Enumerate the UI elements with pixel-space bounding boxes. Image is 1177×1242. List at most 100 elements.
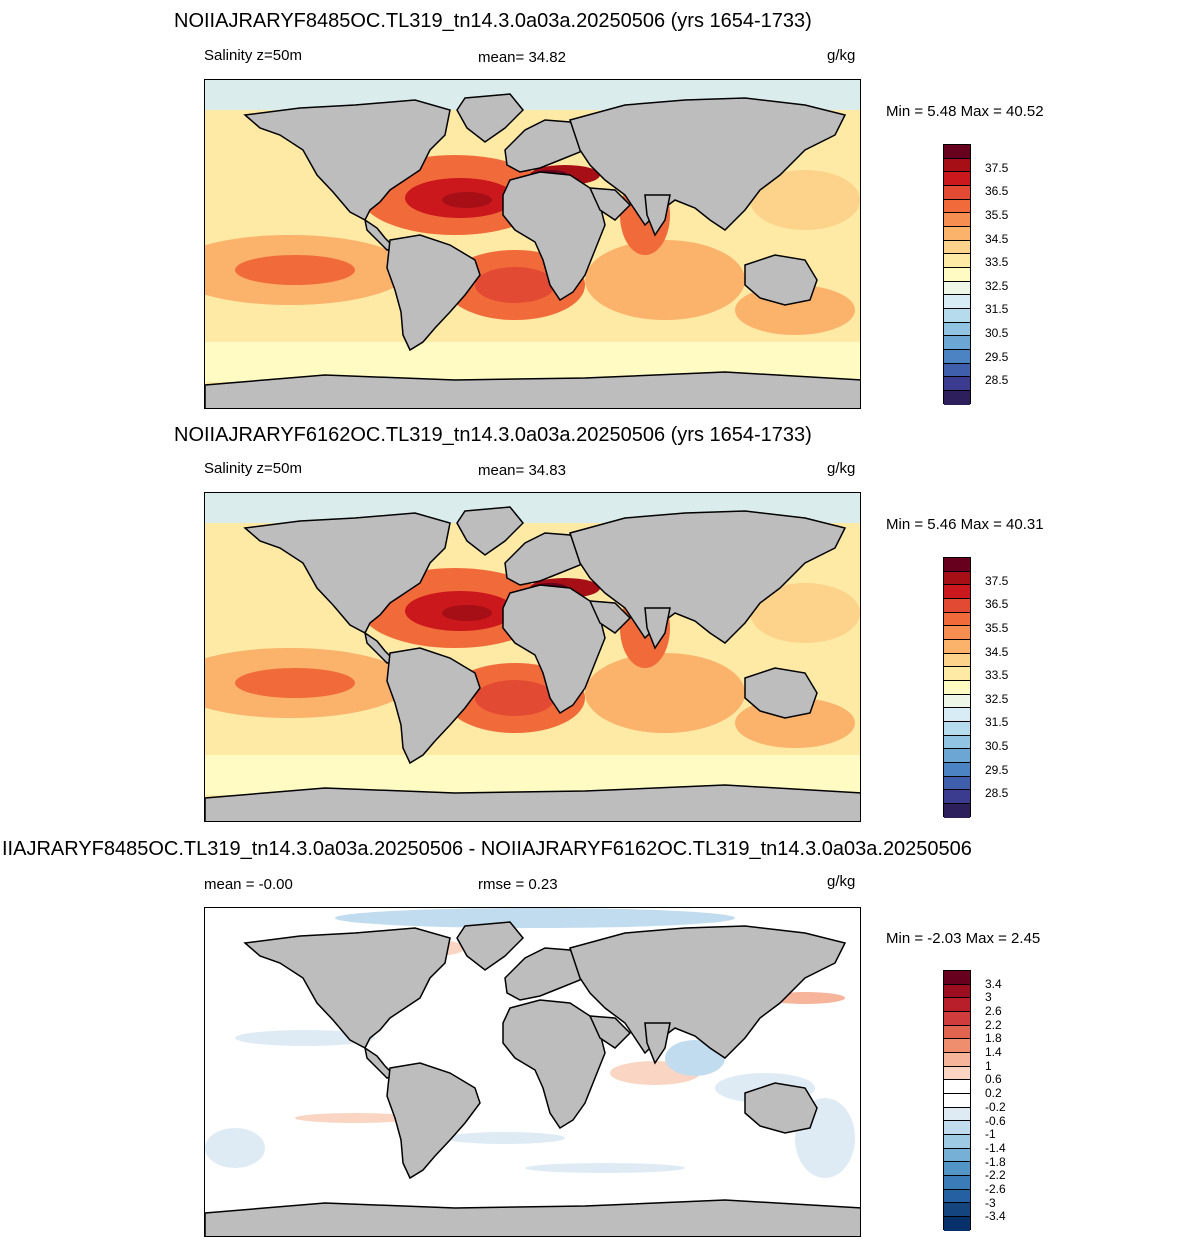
colorbar-swatch	[944, 268, 970, 282]
panel-1-title: NOIIAJRARYF8485OC.TL319_tn14.3.0a03a.202…	[174, 10, 812, 32]
panel-2-map	[204, 492, 861, 822]
colorbar-tick-label: -1	[985, 1127, 996, 1142]
land-mass	[386, 1062, 481, 1180]
colorbar-swatch	[944, 336, 970, 351]
difference-region	[525, 1163, 685, 1173]
colorbar-tick-label: 1	[985, 1058, 992, 1073]
colorbar-swatch	[944, 599, 970, 613]
panel-1-mean-label: mean= 34.82	[478, 49, 566, 66]
land-mass	[502, 584, 606, 715]
colorbar-swatch	[944, 350, 970, 364]
colorbar-swatch	[944, 558, 970, 572]
colorbar-swatch	[944, 1039, 970, 1054]
land-mass	[386, 234, 481, 352]
colorbar-tick-label: 29.5	[985, 762, 1009, 777]
colorbar-tick-label: 3.4	[985, 976, 1002, 991]
colorbar-tick-label: 34.5	[985, 231, 1009, 246]
land-mass	[456, 93, 525, 143]
salinity-region	[442, 192, 492, 208]
colorbar-swatch	[944, 213, 970, 228]
land-mass	[744, 1082, 818, 1134]
land-mass	[644, 607, 671, 650]
colorbar-swatch	[944, 172, 970, 187]
panel-3-title: IIAJRARYF8485OC.TL319_tn14.3.0a03a.20250…	[2, 838, 972, 860]
panel-3-units-label: g/kg	[827, 873, 856, 890]
colorbar-tick-label: 37.5	[985, 573, 1009, 588]
land-mass	[456, 921, 525, 971]
land-mass	[243, 927, 451, 1050]
colorbar-swatch	[944, 1121, 970, 1136]
colorbar-tick-label: -3	[985, 1195, 996, 1210]
colorbar-swatch	[944, 804, 970, 818]
colorbar-tick-label: -0.2	[985, 1099, 1006, 1114]
land-mass	[502, 999, 606, 1130]
land-mass	[744, 667, 818, 719]
colorbar-tick-label: 2.6	[985, 1004, 1002, 1019]
salinity-region	[750, 583, 860, 643]
panel-3-minmax-label: Min = -2.03 Max = 2.45	[886, 930, 1041, 947]
colorbar-swatch	[944, 984, 970, 999]
colorbar-swatch	[944, 763, 970, 777]
land-mass	[456, 506, 525, 556]
colorbar-swatch	[944, 1107, 970, 1122]
salinity-region	[235, 668, 355, 698]
salinity-region	[750, 170, 860, 230]
land-mass	[205, 1199, 860, 1236]
panel-2-title: NOIIAJRARYF6162OC.TL319_tn14.3.0a03a.202…	[174, 424, 812, 446]
panel-3-mean-label: mean = -0.00	[204, 876, 293, 893]
colorbar-swatch	[944, 735, 970, 750]
colorbar-swatch	[944, 1176, 970, 1190]
colorbar-swatch	[944, 186, 970, 200]
colorbar-swatch	[944, 790, 970, 805]
colorbar-swatch	[944, 240, 970, 255]
land-mass	[504, 532, 586, 586]
colorbar-swatch	[944, 1148, 970, 1163]
colorbar-tick-label: 36.5	[985, 184, 1009, 199]
colorbar-swatch	[944, 571, 970, 586]
colorbar-tick-label: 1.4	[985, 1045, 1002, 1060]
colorbar-swatch	[944, 322, 970, 337]
colorbar-swatch	[944, 1189, 970, 1204]
colorbar-swatch	[944, 295, 970, 310]
colorbar-tick-label: 1.8	[985, 1031, 1002, 1046]
colorbar-swatch	[944, 626, 970, 641]
colorbar-swatch	[944, 749, 970, 764]
colorbar-tick-label: 30.5	[985, 326, 1009, 341]
colorbar-swatch	[944, 971, 970, 985]
panel-3-colorbar	[943, 970, 971, 1231]
land-mass	[588, 600, 632, 634]
land-mass	[569, 510, 847, 644]
colorbar-tick-label: 3	[985, 990, 992, 1005]
difference-region	[295, 1113, 415, 1123]
land-mass	[588, 1015, 632, 1049]
panel-2-minmax-label: Min = 5.46 Max = 40.31	[886, 516, 1044, 533]
colorbar-swatch	[944, 585, 970, 600]
panel-1-variable-label: Salinity z=50m	[204, 47, 302, 64]
colorbar-tick-label: 33.5	[985, 668, 1009, 683]
land-mass	[243, 512, 451, 635]
colorbar-swatch	[944, 1066, 970, 1081]
colorbar-tick-label: 0.2	[985, 1086, 1002, 1101]
salinity-region	[585, 653, 745, 733]
panel-1-colorbar	[943, 144, 971, 405]
land-mass	[644, 1022, 671, 1065]
salinity-region	[585, 240, 745, 320]
land-mass	[243, 99, 451, 222]
difference-region	[205, 1128, 265, 1168]
colorbar-tick-label: 28.5	[985, 786, 1009, 801]
panel-1-minmax-label: Min = 5.48 Max = 40.52	[886, 103, 1044, 120]
colorbar-tick-label: 2.2	[985, 1017, 1002, 1032]
colorbar-tick-label: 32.5	[985, 278, 1009, 293]
land-mass	[504, 947, 586, 1001]
land-mass	[205, 784, 860, 821]
colorbar-tick-label: -1.8	[985, 1154, 1006, 1169]
colorbar-tick-label: 34.5	[985, 644, 1009, 659]
panel-2-mean-label: mean= 34.83	[478, 462, 566, 479]
colorbar-tick-label: 32.5	[985, 691, 1009, 706]
colorbar-swatch	[944, 199, 970, 214]
colorbar-tick-label: 28.5	[985, 373, 1009, 388]
colorbar-swatch	[944, 653, 970, 668]
land-mass	[386, 647, 481, 765]
salinity-region	[475, 267, 555, 303]
salinity-region	[475, 680, 555, 716]
